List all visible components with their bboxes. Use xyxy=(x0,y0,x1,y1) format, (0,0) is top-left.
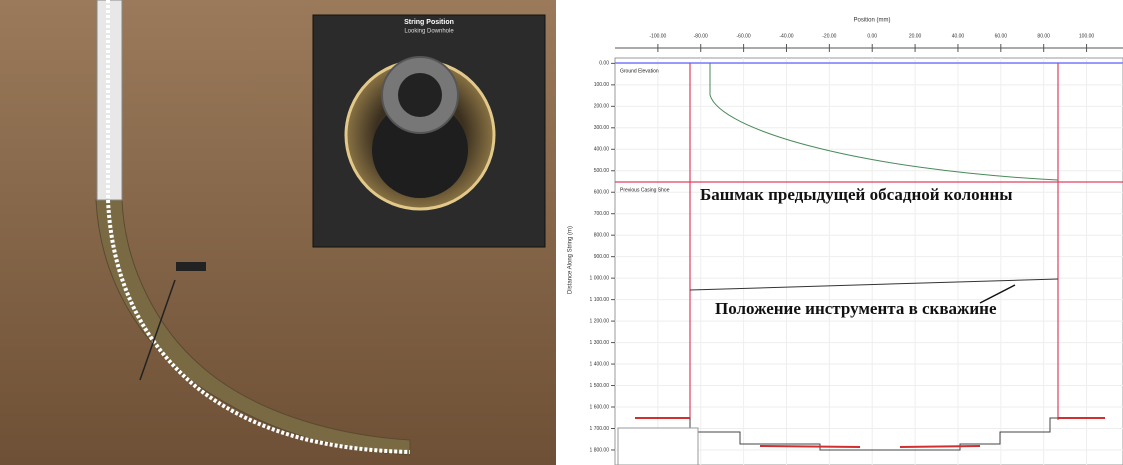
y-tick-label: 100.00 xyxy=(594,82,610,88)
shoe-label: Previous Casing Shoe xyxy=(620,187,670,193)
x-tick-label: 40.00 xyxy=(952,33,965,39)
x-tick-label: 80.00 xyxy=(1037,33,1050,39)
annotation: Башмак предыдущей обсадной колонны xyxy=(700,185,1013,204)
y-tick-label: 0.00 xyxy=(599,61,609,67)
y-tick-label: 1 300.00 xyxy=(590,340,610,346)
x-tick-label: -100.00 xyxy=(649,33,666,39)
annotation: Положение инструмента в скважине xyxy=(715,299,997,318)
x-tick-label: -80.00 xyxy=(694,33,708,39)
y-tick-label: 1 700.00 xyxy=(590,426,610,432)
y-tick-label: 600.00 xyxy=(594,190,610,196)
chart: Position (mm) Distance Along String (m) … xyxy=(560,0,1123,465)
y-tick-label: 200.00 xyxy=(594,104,610,110)
y-tick-label: 1 200.00 xyxy=(590,318,610,324)
x-tick-label: 60.00 xyxy=(995,33,1008,39)
x-tick-label: 100.00 xyxy=(1079,33,1095,39)
panel-subtitle: Looking Downhole xyxy=(404,29,454,35)
x-tick-label: 20.00 xyxy=(909,33,922,39)
panel-title: String Position xyxy=(404,19,454,26)
plot-area xyxy=(615,58,1123,465)
x-axis-title: Position (mm) xyxy=(853,18,890,24)
y-tick-label: 1 000.00 xyxy=(590,275,610,281)
screenshot: String Position Looking Downhole Positio… xyxy=(0,0,1123,465)
y-tick-label: 1 500.00 xyxy=(590,383,610,389)
y-tick-label: 300.00 xyxy=(594,125,610,131)
y-tick-label: 500.00 xyxy=(594,168,610,174)
y-tick-label: 1 100.00 xyxy=(590,297,610,303)
legend-box xyxy=(618,428,698,465)
y-tick-label: 1 600.00 xyxy=(590,404,610,410)
y-tick-label: 1 400.00 xyxy=(590,361,610,367)
well-view: String Position Looking Downhole xyxy=(0,0,556,465)
y-tick-label: 900.00 xyxy=(594,254,610,260)
x-tick-label: -60.00 xyxy=(737,33,751,39)
y-tick-label: 400.00 xyxy=(594,147,610,153)
pipe-bore xyxy=(398,73,442,117)
x-tick-label: 0.00 xyxy=(867,33,877,39)
x-tick-label: -20.00 xyxy=(822,33,836,39)
y-tick-label: 700.00 xyxy=(594,211,610,217)
ground-label: Ground Elevation xyxy=(620,68,659,74)
x-tick-label: -40.00 xyxy=(779,33,793,39)
y-tick-label: 1 800.00 xyxy=(590,447,610,453)
dimension-label xyxy=(176,262,206,271)
y-axis-title: Distance Along String (m) xyxy=(568,226,574,294)
y-tick-label: 800.00 xyxy=(594,233,610,239)
